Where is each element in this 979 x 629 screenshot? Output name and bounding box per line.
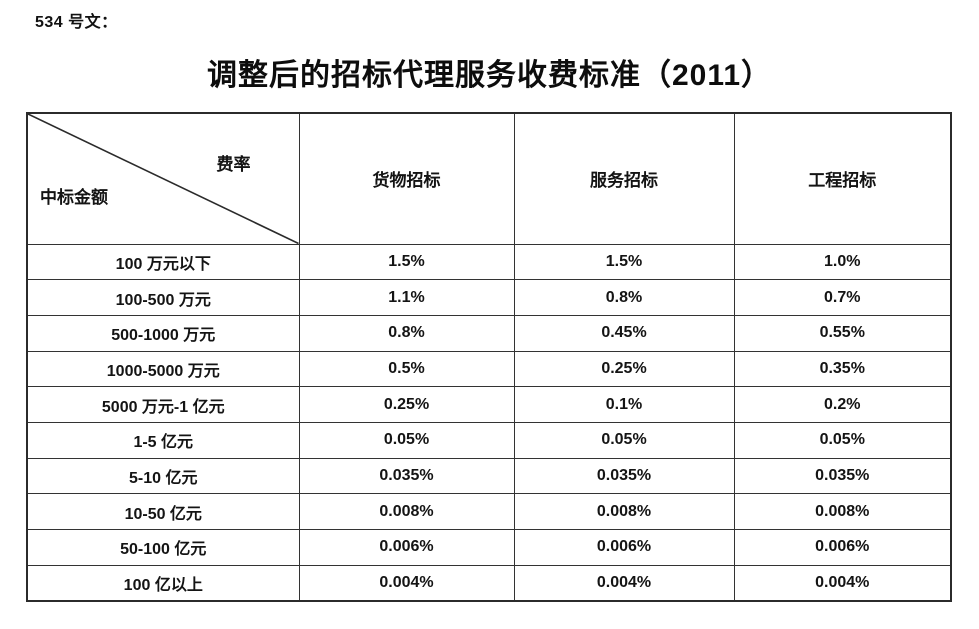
rate-value: 0.008% [298,493,515,530]
table-row: 100 万元以下 1.5% 1.5% 1.0% [26,243,952,281]
rate-value: 0.05% [733,421,952,459]
row-label: 1000-5000 万元 [26,350,300,388]
rate-value: 0.2% [733,386,952,423]
rate-value: 0.008% [733,493,952,530]
table-row: 1000-5000 万元 0.5% 0.25% 0.35% [26,350,952,388]
column-header-engineering: 工程招标 [733,112,952,245]
corner-label-rate: 费率 [216,155,251,174]
rate-value: 0.006% [513,529,735,566]
row-label: 100 万元以下 [26,243,300,281]
rate-value: 0.05% [513,421,735,459]
rate-value: 0.004% [298,564,515,602]
row-label: 100-500 万元 [26,279,300,316]
column-header-goods: 货物招标 [298,112,515,245]
row-label: 5-10 亿元 [26,457,300,495]
row-label: 50-100 亿元 [26,529,300,566]
diagonal-divider-line [28,114,298,243]
table-row: 100-500 万元 1.1% 0.8% 0.7% [26,279,952,316]
page-title: 调整后的招标代理服务收费标准（2011） [206,59,773,92]
rate-value: 0.55% [733,314,952,352]
rate-value: 0.035% [298,457,515,495]
rate-value: 0.008% [513,493,735,530]
rate-value: 0.035% [513,457,735,495]
row-label: 10-50 亿元 [26,493,300,530]
rate-value: 0.006% [733,529,952,566]
rate-value: 0.8% [513,279,735,316]
rate-value: 0.006% [298,529,515,566]
rate-value: 0.1% [513,386,735,423]
rate-value: 0.45% [513,314,735,352]
corner-header-cell: 费率 中标金额 [26,112,300,245]
table-row: 5-10 亿元 0.035% 0.035% 0.035% [26,457,952,495]
rate-value: 1.5% [513,243,735,281]
rate-value: 0.7% [733,279,952,316]
table-row: 500-1000 万元 0.8% 0.45% 0.55% [26,314,952,352]
rate-value: 0.8% [298,314,515,352]
rate-value: 0.5% [298,350,515,388]
rate-value: 0.25% [513,350,735,388]
table-row: 100 亿以上 0.004% 0.004% 0.004% [26,564,952,602]
fee-rate-table: 费率 中标金额 货物招标 服务招标 工程招标 100 万元以下 1.5% 1.5… [26,112,952,602]
table-header-row: 费率 中标金额 货物招标 服务招标 工程招标 [26,112,952,245]
rate-value: 1.5% [298,243,515,281]
row-label: 1-5 亿元 [26,421,300,459]
column-header-services: 服务招标 [513,112,735,245]
rate-value: 1.1% [298,279,515,316]
table-row: 10-50 亿元 0.008% 0.008% 0.008% [26,493,952,530]
table-row: 5000 万元-1 亿元 0.25% 0.1% 0.2% [26,386,952,423]
rate-value: 1.0% [733,243,952,281]
row-label: 500-1000 万元 [26,314,300,352]
rate-value: 0.035% [733,457,952,495]
rate-value: 0.004% [733,564,952,602]
doc-number-label: 534 号文： [35,14,118,31]
rate-value: 0.004% [513,564,735,602]
row-label: 100 亿以上 [26,564,300,602]
table-row: 50-100 亿元 0.006% 0.006% 0.006% [26,529,952,566]
rate-value: 0.35% [733,350,952,388]
table-row: 1-5 亿元 0.05% 0.05% 0.05% [26,421,952,459]
rate-value: 0.25% [298,386,515,423]
row-label: 5000 万元-1 亿元 [26,386,300,423]
rate-value: 0.05% [298,421,515,459]
corner-label-amount: 中标金额 [40,187,108,207]
